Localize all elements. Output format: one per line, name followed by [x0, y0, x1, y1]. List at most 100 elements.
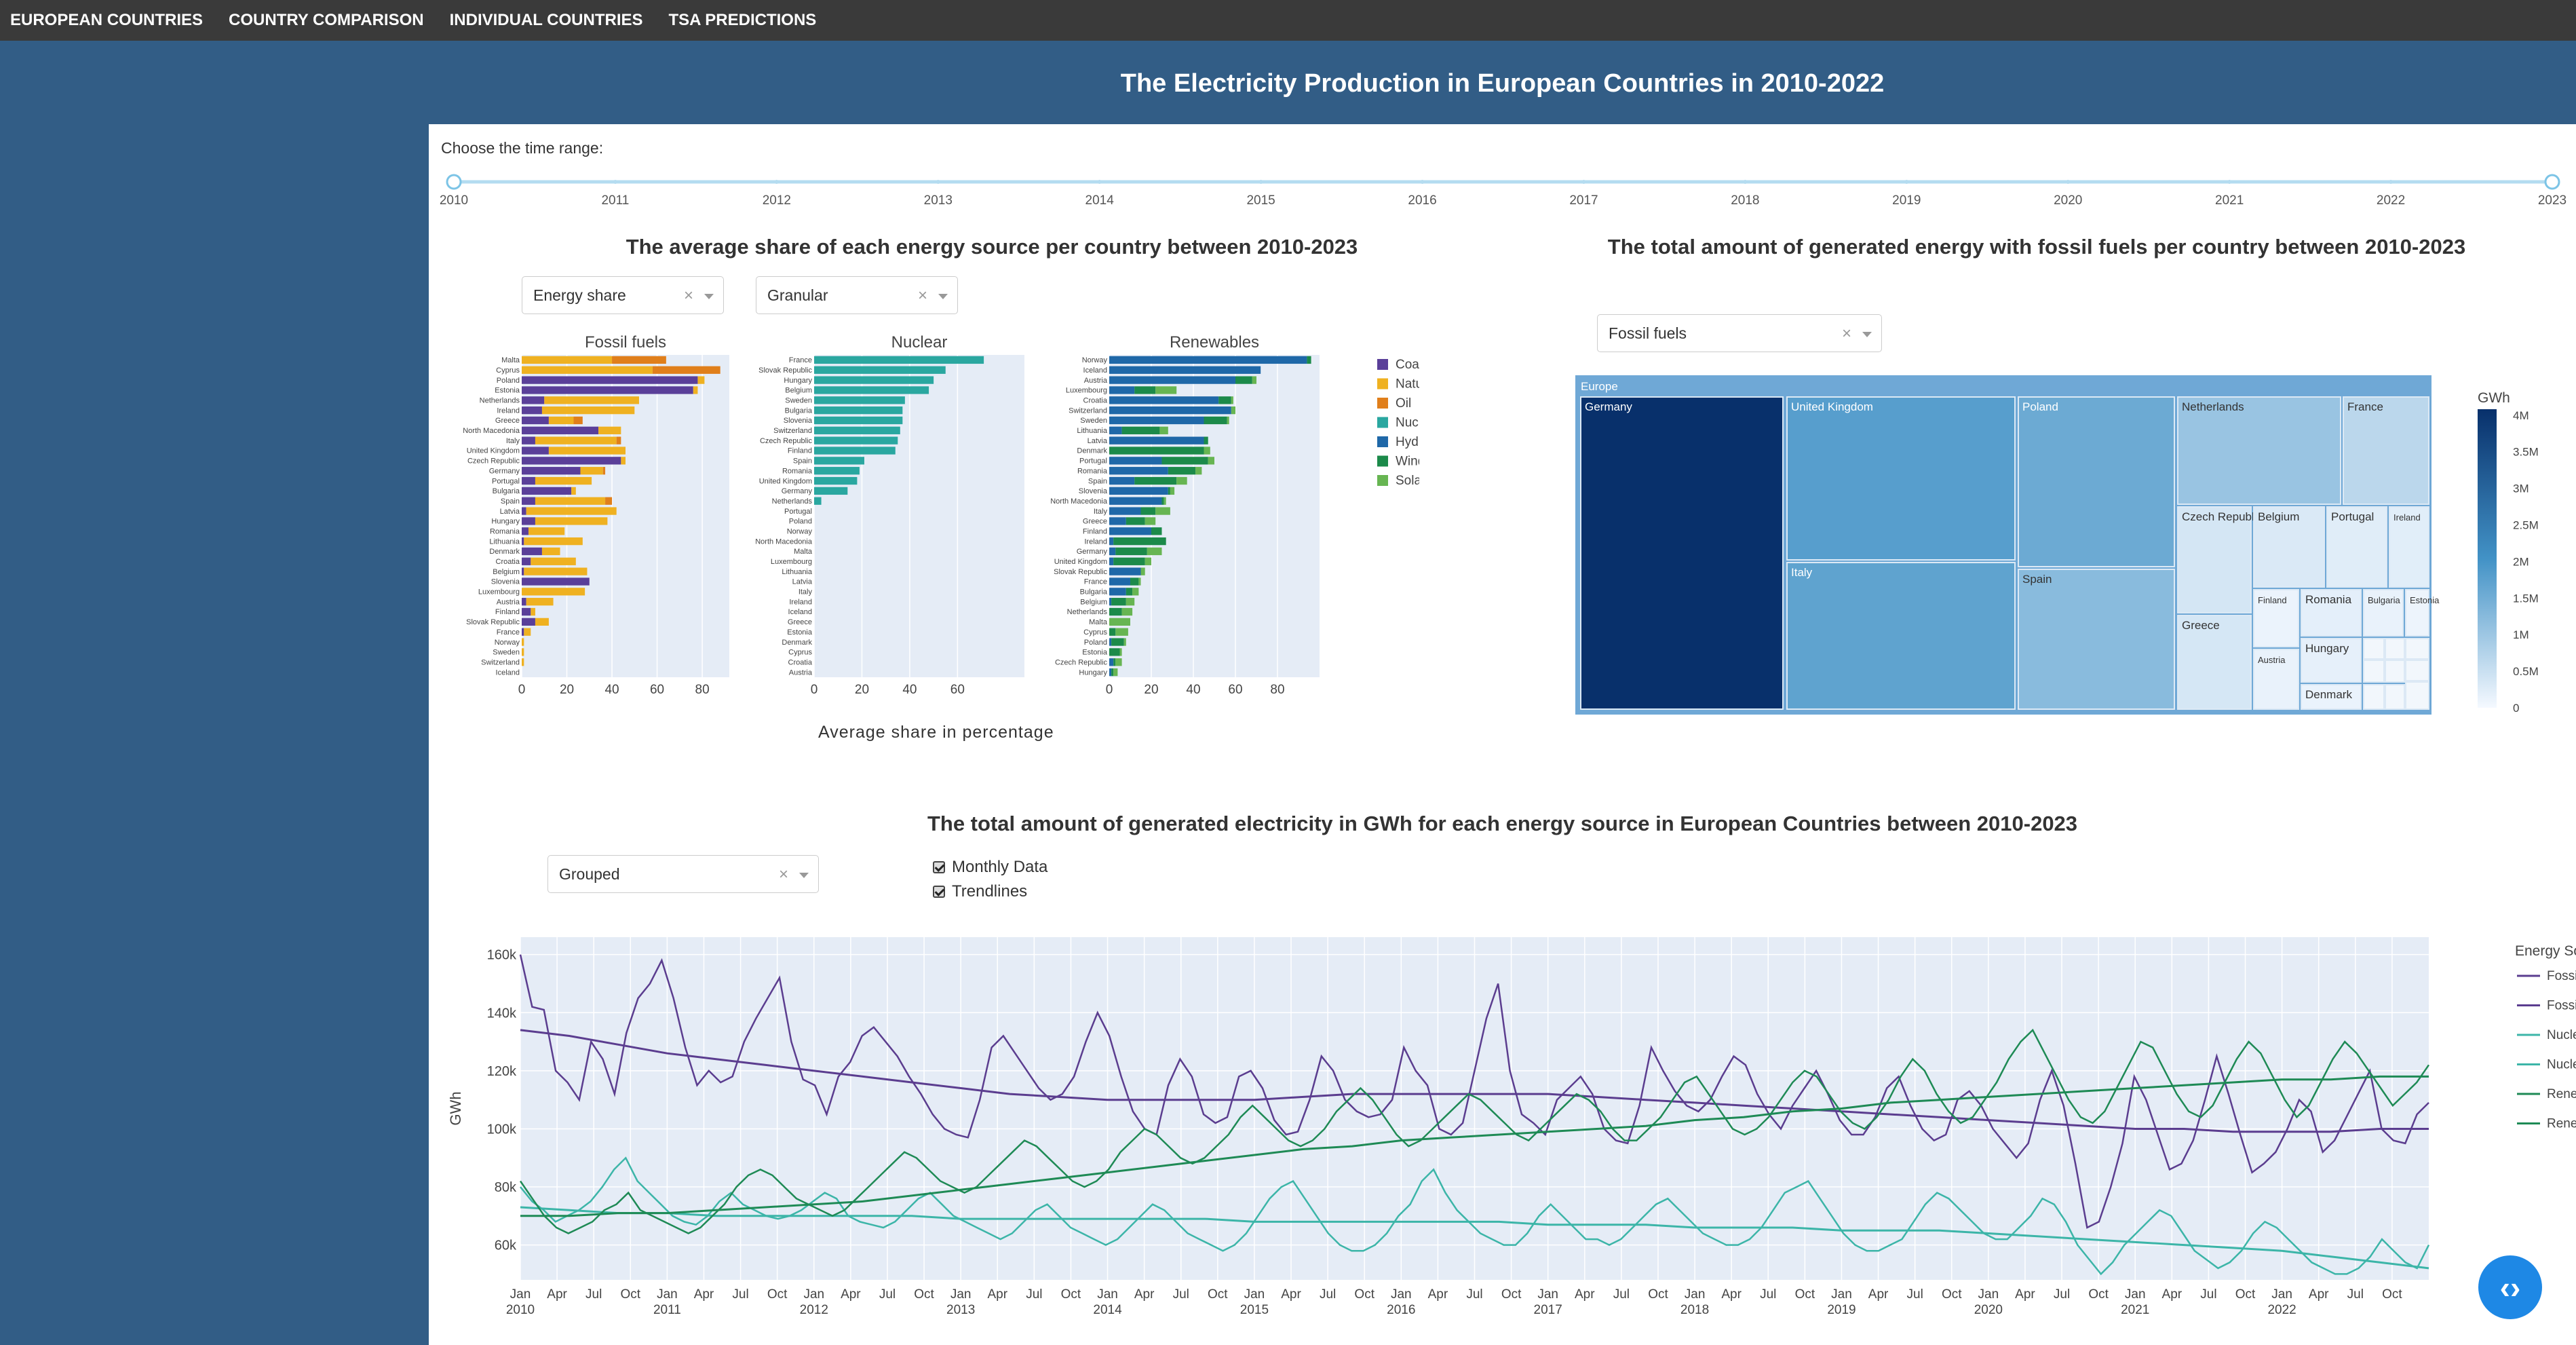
treemap-tile-label: Denmark: [2305, 688, 2352, 701]
line-x-tick: Jul: [732, 1287, 748, 1302]
clear-icon[interactable]: ×: [1841, 324, 1851, 343]
line-x-tick: Jul: [1026, 1287, 1042, 1302]
bar-x-tick: 0: [518, 683, 526, 697]
bar-coal: [522, 628, 524, 636]
nav-tsa-predictions[interactable]: TSA PREDICTIONS: [668, 11, 817, 29]
clear-icon[interactable]: ×: [683, 286, 693, 305]
monthly-data-checkbox[interactable]: Monthly Data: [933, 858, 1047, 877]
bar-wind: [1161, 497, 1164, 505]
energy-share-dropdown[interactable]: Energy share ×: [522, 276, 724, 314]
line-y-tick: 100k: [487, 1122, 517, 1137]
bar-hydro: [1109, 497, 1162, 505]
line-series-fossil-fuels-trendline: [520, 1029, 2429, 1133]
bar-solar: [1123, 638, 1126, 646]
bar-coal: [522, 618, 535, 626]
line-x-tick: Apr: [987, 1287, 1007, 1302]
line-x-tick: Oct: [767, 1287, 788, 1302]
line-x-tick-year: 2018: [1680, 1303, 1709, 1317]
nav-country-comparison[interactable]: COUNTRY COMPARISON: [229, 11, 424, 29]
line-x-tick: Oct: [2382, 1287, 2402, 1302]
chevron-down-icon[interactable]: [1862, 332, 1872, 337]
bar-nuclear: [814, 497, 822, 505]
bar-natural-gas: [548, 416, 574, 425]
bar-category-label: Finland: [1083, 527, 1107, 535]
line-x-tick: Jul: [1907, 1287, 1923, 1302]
slider-year-label: 2012: [763, 193, 791, 208]
chevron-down-icon[interactable]: [938, 294, 948, 299]
bar-wind: [1126, 517, 1145, 525]
bar-hydro: [1109, 547, 1116, 556]
nav-individual-countries[interactable]: INDIVIDUAL COUNTRIES: [449, 11, 643, 29]
bar-category-label: Austria: [497, 598, 520, 606]
bar-solar: [1170, 487, 1175, 495]
treemap-tile-label: Spain: [2022, 573, 2052, 586]
bar-category-label: Germany: [1077, 548, 1108, 556]
nav-european-countries[interactable]: EUROPEAN COUNTRIES: [10, 11, 204, 29]
bar-solar: [1119, 648, 1122, 656]
line-x-tick: Jan: [1244, 1287, 1265, 1302]
energy-share-value: Energy share: [533, 286, 626, 304]
treemap-tile-label: Romania: [2305, 593, 2352, 606]
legend-swatch: [1377, 378, 1388, 390]
chevron-down-icon[interactable]: [799, 873, 809, 878]
clear-icon[interactable]: ×: [778, 865, 788, 884]
bar-solar: [1252, 376, 1256, 384]
granularity-dropdown[interactable]: Granular ×: [756, 276, 958, 314]
bar-category-label: Belgium: [785, 387, 812, 395]
bar-panel-title: Renewables: [1170, 333, 1259, 352]
bar-oil: [602, 467, 606, 475]
share-bar-charts: Fossil fuels 0 20 40 60 80 Malta Cyprus Poland Es…: [463, 333, 1419, 697]
bar-category-label: Poland: [789, 518, 812, 526]
bar-natural-gas: [535, 476, 592, 485]
bar-category-label: Bulgaria: [785, 406, 813, 415]
bar-category-label: Denmark: [1077, 447, 1107, 455]
bar-natural-gas: [571, 487, 576, 495]
fuel-dropdown[interactable]: Fossil fuels ×: [1597, 314, 1882, 352]
treemap-tile: [2018, 396, 2175, 567]
legend-swatch: [1377, 417, 1388, 428]
slider-tick-dot: [1420, 180, 1425, 184]
bar-solar: [1145, 557, 1151, 565]
line-legend-label: Nuclear: [2547, 1028, 2576, 1042]
bar-category-label: Cyprus: [788, 649, 812, 657]
bar-x-tick: 20: [855, 683, 869, 697]
bar-hydro: [1109, 567, 1141, 575]
slider-year-label: 2010: [440, 193, 468, 208]
time-range-slider[interactable]: 2010 2011 2012 2013 2014 2015 2016 2017 2018 2019…: [429, 170, 2576, 231]
bar-category-label: Belgium: [1080, 598, 1107, 606]
bar-category-label: Poland: [497, 377, 520, 385]
line-x-tick: Jul: [2200, 1287, 2216, 1302]
grouping-dropdown[interactable]: Grouped ×: [547, 855, 819, 893]
bar-category-label: Spain: [793, 457, 812, 466]
trendlines-checkbox[interactable]: Trendlines: [933, 882, 1027, 901]
treemap-tile: [2177, 506, 2252, 613]
bar-category-label: Switzerland: [481, 658, 520, 666]
slider-handle[interactable]: [2544, 174, 2560, 190]
line-x-tick: Jan: [657, 1287, 678, 1302]
treemap-tile-label: Finland: [2258, 595, 2287, 605]
code-toggle-button[interactable]: ‹›: [2478, 1255, 2542, 1319]
colorbar: [2478, 409, 2497, 708]
line-y-tick: 140k: [487, 1006, 517, 1021]
bar-category-label: Estonia: [1082, 649, 1108, 657]
line-legend-label: Fossil fuels trendline: [2547, 999, 2576, 1013]
line-x-tick-year: 2010: [506, 1303, 535, 1317]
bar-natural-gas: [535, 497, 606, 505]
line-x-tick: Jul: [1320, 1287, 1336, 1302]
bar-wind: [1121, 426, 1160, 434]
bar-category-label: Bulgaria: [1080, 588, 1108, 596]
chevron-down-icon[interactable]: [704, 294, 714, 299]
treemap-tile-label: Poland: [2022, 400, 2058, 413]
checkbox-check-icon[interactable]: [933, 861, 945, 873]
bar-category-label: Spain: [1088, 477, 1107, 485]
bar-category-label: Netherlands: [480, 397, 520, 405]
bar-solar: [1204, 447, 1210, 455]
checkbox-check-icon[interactable]: [933, 886, 945, 898]
slider-handle[interactable]: [446, 174, 462, 190]
bar-solar: [1147, 547, 1162, 556]
bar-category-label: Portugal: [784, 508, 812, 516]
bar-solar: [1132, 588, 1139, 596]
bar-x-tick: 20: [560, 683, 574, 697]
line-x-tick: Jul: [2054, 1287, 2070, 1302]
clear-icon[interactable]: ×: [917, 286, 927, 305]
